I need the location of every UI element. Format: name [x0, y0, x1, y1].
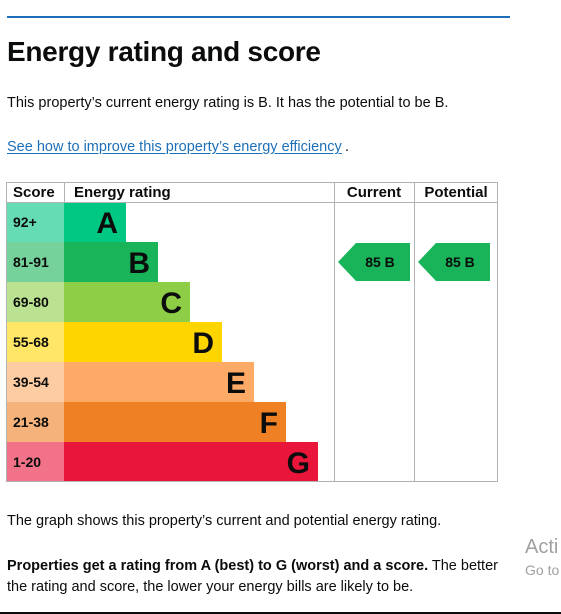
potential-rating-marker-label: 85 B	[445, 254, 475, 270]
rating-explanation-rest: The better the rating and score, the low…	[7, 558, 498, 595]
band-bar-c	[64, 282, 190, 322]
rating-summary: This property’s current energy rating is…	[7, 95, 449, 111]
band-bar-a	[64, 202, 126, 242]
score-cell-d	[6, 322, 64, 362]
energy-rating-graph: 92+ A81-91 B69-80 C55-68 D39-54 E21-38 F1-20 G …	[6, 182, 498, 482]
band-letter-c: C	[160, 287, 182, 320]
current-rating-marker	[338, 243, 410, 281]
energy-rating-header: Energy rating	[74, 184, 171, 201]
band-letter-g: G	[287, 447, 310, 480]
top-rule	[7, 16, 510, 18]
score-label-d: 55-68	[13, 334, 49, 350]
band-letter-d: D	[192, 327, 214, 360]
score-label-c: 69-80	[13, 294, 49, 310]
score-label-e: 39-54	[13, 374, 49, 390]
band-bar-g	[64, 442, 318, 482]
chart-border	[6, 182, 498, 482]
bottom-rule	[0, 612, 561, 614]
energy-rating-chart: 92+ A 81-91 B 69-80 C 55-68 D 39-54 E 21-38 F 1-20 G …	[6, 182, 498, 483]
score-label-a: 92+	[13, 214, 37, 230]
band-bar-e	[64, 362, 254, 402]
score-cell-e	[6, 362, 64, 402]
score-cell-c	[6, 282, 64, 322]
score-cell-g	[6, 442, 64, 482]
activate-watermark-subtitle: Go to	[525, 562, 560, 578]
score-label-g: 1-20	[13, 454, 41, 470]
score-label-f: 21-38	[13, 414, 49, 430]
link-period: .	[345, 139, 350, 155]
score-header: Score	[13, 184, 55, 201]
band-letter-e: E	[226, 367, 246, 400]
potential-rating-marker	[418, 243, 490, 281]
improve-efficiency-link[interactable]: See how to improve this property’s energ…	[7, 139, 342, 155]
score-label-b: 81-91	[13, 254, 49, 270]
page-title: Energy rating and score	[7, 36, 321, 67]
score-cell-b	[6, 242, 64, 282]
graph-caption: The graph shows this property’s current …	[7, 513, 442, 529]
current-rating-marker-label: 85 B	[365, 254, 395, 270]
current-header: Current	[347, 184, 401, 201]
potential-header: Potential	[424, 184, 487, 201]
score-cell-f	[6, 402, 64, 442]
band-letter-f: F	[260, 407, 278, 440]
activate-watermark-title: Acti	[525, 536, 559, 558]
rating-explanation-bold: Properties get a rating from A (best) to…	[7, 558, 429, 574]
band-letter-b: B	[128, 247, 150, 280]
band-bar-b	[64, 242, 158, 282]
band-bar-f	[64, 402, 286, 442]
rating-explanation: Properties get a rating from A (best) to…	[7, 556, 507, 598]
band-letter-a: A	[96, 207, 118, 240]
score-cell-a	[6, 202, 64, 242]
band-bar-d	[64, 322, 222, 362]
